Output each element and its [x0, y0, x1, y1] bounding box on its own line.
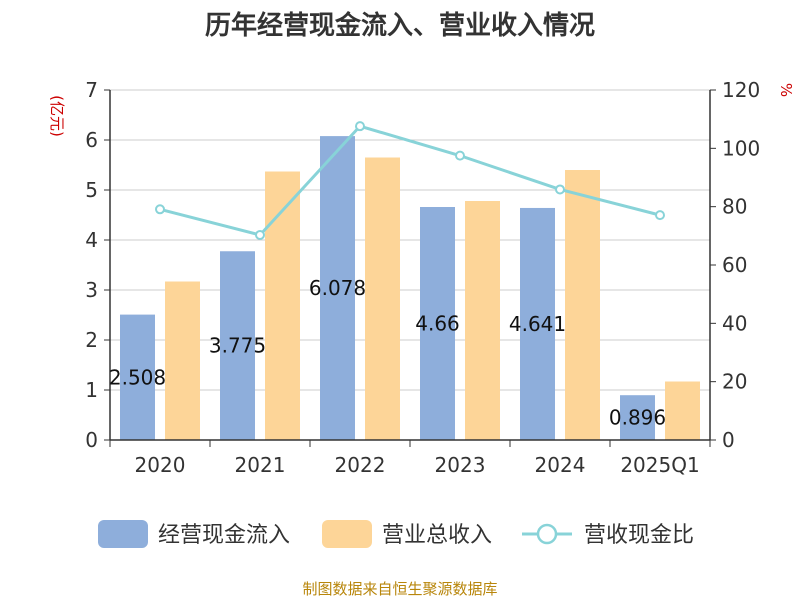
x-tick-label: 2025Q1: [620, 453, 699, 477]
cash-inflow-data-label: 0.896: [609, 406, 666, 430]
revenue-bar: [665, 381, 700, 440]
source-note: 制图数据来自恒生聚源数据库: [302, 580, 497, 598]
legend: 经营现金流入 营业总收入 营收现金比: [98, 520, 694, 548]
legend-ratio-label: 营收现金比: [584, 523, 694, 548]
revenue-bar: [265, 171, 300, 440]
right-tick-label: 100: [722, 136, 760, 160]
ratio-point: [555, 184, 565, 195]
legend-revenue-swatch: [322, 520, 372, 548]
cash-inflow-data-label: 4.641: [509, 312, 566, 336]
x-tick-label: 2024: [535, 453, 586, 477]
left-tick-label: 6: [85, 128, 98, 152]
x-tick-label: 2023: [435, 453, 486, 477]
chart-title: 历年经营现金流入、营业收入情况: [205, 10, 595, 41]
x-tick-label: 2022: [335, 453, 386, 477]
x-tick-label: 2021: [235, 453, 286, 477]
left-axis-unit: (亿元): [48, 95, 66, 137]
left-tick-label: 1: [85, 378, 98, 402]
revenue-bar: [365, 157, 400, 440]
right-tick-label: 80: [722, 195, 747, 219]
right-axis-unit: %: [777, 83, 795, 97]
right-tick-label: 120: [722, 78, 760, 102]
cash-inflow-data-label: 2.508: [109, 365, 166, 389]
ratio-point: [355, 121, 365, 132]
cash-inflow-data-label: 3.775: [209, 334, 266, 358]
axes: 0 1 2 3 4 5 6 7 0 20 40 60 80 100 120 2020 2021 2022 2023 2…: [85, 78, 760, 477]
cash-inflow-data-label: 4.66: [415, 312, 460, 336]
x-tick-label: 2020: [135, 453, 186, 477]
legend-revenue-label: 营业总收入: [382, 523, 492, 548]
right-tick-label: 20: [722, 370, 747, 394]
legend-ratio-swatch-marker: [536, 523, 558, 545]
cash-inflow-bar: [620, 395, 655, 440]
revenue-bar: [565, 170, 600, 440]
cash-inflow-data-label: 6.078: [309, 276, 366, 300]
cash-inflow-bar: [420, 207, 455, 440]
bar-marks: [120, 136, 700, 440]
right-tick-label: 60: [722, 253, 747, 277]
ratio-line-path: [159, 124, 661, 237]
ratio-point: [455, 150, 465, 161]
left-tick-label: 2: [85, 328, 98, 352]
left-tick-label: 0: [85, 428, 98, 452]
right-tick-label: 0: [722, 428, 735, 452]
ratio-line: [155, 121, 665, 240]
legend-cash-inflow-swatch: [98, 520, 148, 548]
left-tick-label: 3: [85, 278, 98, 302]
revenue-bar: [165, 281, 200, 440]
legend-cash-inflow-label: 经营现金流入: [158, 523, 290, 548]
revenue-bar: [465, 201, 500, 440]
left-tick-label: 7: [85, 78, 98, 102]
cash-inflow-bar: [320, 136, 355, 440]
left-tick-label: 5: [85, 178, 98, 202]
cash-inflow-bar: [520, 207, 555, 440]
cash-inflow-bar: [120, 314, 155, 440]
right-tick-label: 40: [722, 311, 747, 335]
left-tick-label: 4: [85, 228, 98, 252]
cash-inflow-bar: [220, 251, 255, 440]
ratio-point: [155, 204, 165, 215]
ratio-point: [655, 210, 665, 221]
ratio-point: [255, 229, 265, 240]
data-labels: 2.508 3.775 6.078 4.66 4.641 0.896: [109, 276, 666, 430]
